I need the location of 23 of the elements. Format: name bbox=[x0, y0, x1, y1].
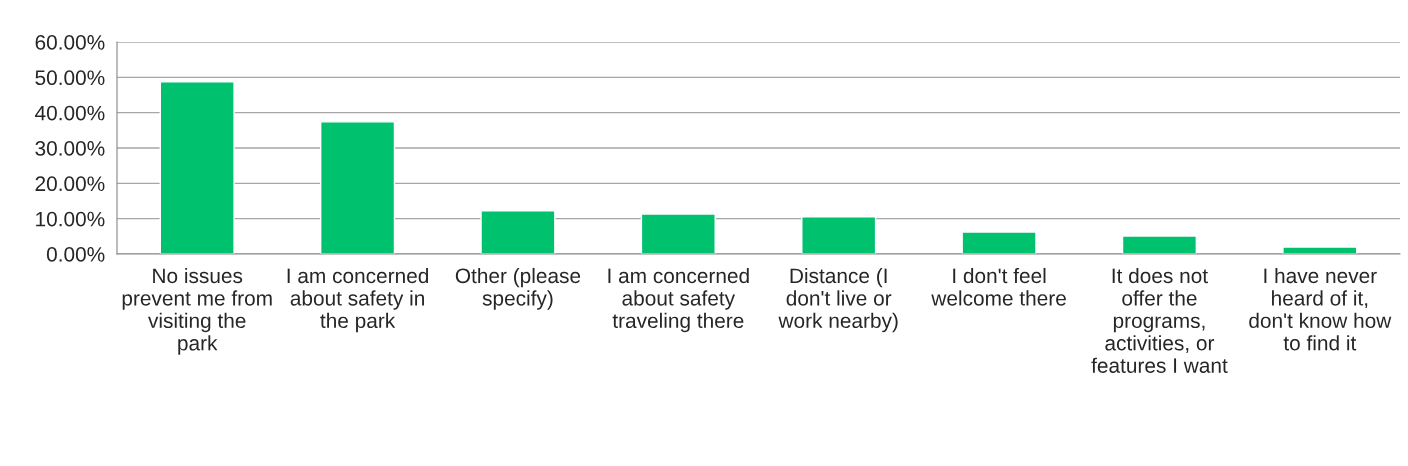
x-tick-label: Other (please specify) bbox=[455, 267, 581, 310]
bar bbox=[480, 210, 556, 254]
bar bbox=[319, 121, 396, 254]
y-tick-label: 50.00% bbox=[35, 70, 105, 86]
y-tick-label: 60.00% bbox=[35, 35, 105, 50]
x-tick-label: I am concerned about safety in the park bbox=[287, 267, 429, 333]
x-tick-label: I have never heard of it, don't know how to find it bbox=[1249, 267, 1392, 351]
bar bbox=[159, 81, 235, 254]
bar bbox=[1121, 235, 1198, 254]
y-tick-label: 0.00% bbox=[46, 247, 105, 262]
x-tick-label: It does not offer the programs, activities, or features I want bbox=[1091, 267, 1228, 373]
x-tick-label: Distance (I don't live or work nearby) bbox=[778, 267, 898, 333]
y-tick-label: 30.00% bbox=[35, 141, 105, 156]
x-tick-label: I don't feel welcome there bbox=[931, 267, 1066, 306]
bar bbox=[961, 231, 1037, 254]
bar bbox=[1282, 246, 1358, 254]
x-tick-label: I am concerned about safety traveling there bbox=[608, 267, 749, 333]
bar bbox=[640, 213, 716, 254]
x-tick-label: No issues prevent me from visiting the park bbox=[122, 267, 272, 355]
y-tick-label: 40.00% bbox=[35, 105, 105, 121]
bar bbox=[801, 216, 877, 254]
y-tick-label: 20.00% bbox=[35, 176, 105, 192]
y-tick-label: 10.00% bbox=[36, 211, 105, 227]
